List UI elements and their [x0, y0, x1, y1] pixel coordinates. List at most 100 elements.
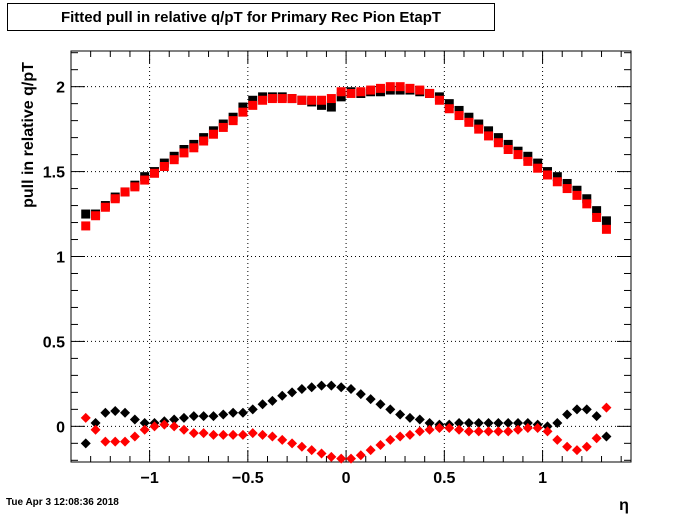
- series-3-point: [247, 404, 258, 415]
- series-2-point: [336, 87, 346, 97]
- series-3-point: [336, 382, 347, 393]
- series-4-point: [129, 431, 140, 442]
- series-4-point: [375, 440, 386, 451]
- series-3-point: [562, 409, 573, 420]
- y-axis-title: pull in relative q/pT: [20, 62, 37, 208]
- series-4-point: [424, 424, 435, 435]
- series-4-point: [463, 426, 474, 437]
- data-markers: [80, 82, 612, 464]
- series-2-point: [91, 211, 101, 221]
- series-1-point: [572, 185, 582, 195]
- series-3-point: [188, 411, 199, 422]
- series-4-point: [591, 433, 602, 444]
- x-axis-title: η: [619, 497, 629, 514]
- series-2-point: [277, 94, 287, 104]
- series-2-point: [317, 95, 327, 105]
- series-2-point: [503, 145, 513, 155]
- series-2-point: [346, 88, 356, 98]
- y-tick-label: 2: [56, 80, 65, 97]
- series-2-point: [425, 88, 435, 98]
- series-4-point: [542, 426, 553, 437]
- series-1-point: [326, 102, 336, 112]
- series-3-point: [395, 409, 406, 420]
- series-4-point: [414, 426, 425, 437]
- series-4-point: [169, 421, 180, 432]
- series-2-point: [81, 221, 91, 231]
- series-2-point: [326, 94, 336, 104]
- series-3-point: [80, 438, 91, 449]
- series-1-point: [317, 100, 327, 110]
- series-3-point: [591, 411, 602, 422]
- series-3-point: [483, 417, 494, 428]
- series-4-point: [336, 453, 347, 464]
- series-4-point: [346, 453, 356, 464]
- series-1-point: [474, 119, 484, 129]
- x-tick-label: 1: [538, 470, 547, 487]
- series-4-point: [149, 421, 160, 432]
- series-4-point: [100, 436, 111, 447]
- series-4-point: [237, 429, 248, 440]
- series-4-point: [434, 423, 445, 434]
- series-4-point: [306, 445, 317, 456]
- y-tick-label: 1: [56, 250, 65, 267]
- series-3-point: [326, 380, 337, 391]
- series-4-point: [139, 424, 150, 435]
- series-2-point: [523, 156, 533, 166]
- series-4-point: [296, 441, 307, 452]
- series-4-point: [355, 450, 366, 461]
- series-1-point: [248, 95, 258, 105]
- x-tick-label: −0.5: [232, 470, 264, 487]
- series-1-point: [592, 206, 602, 216]
- chart-title-box: Fitted pull in relative q/pT for Primary…: [7, 3, 495, 31]
- series-4-point: [267, 431, 278, 442]
- chart-title: Fitted pull in relative q/pT for Primary…: [60, 9, 442, 26]
- axis-ticks: [70, 51, 631, 462]
- series-3-point: [228, 407, 239, 418]
- series-4-point: [395, 431, 406, 442]
- series-1-point: [562, 178, 572, 188]
- series-4-point: [522, 423, 533, 434]
- series-2-point: [405, 83, 415, 93]
- series-2-point: [366, 85, 376, 95]
- series-4-point: [198, 428, 209, 439]
- series-4-point: [562, 441, 573, 452]
- series-1-point: [503, 139, 513, 149]
- series-4-point: [120, 436, 131, 447]
- series-4-point: [326, 451, 337, 462]
- series-2-point: [150, 168, 160, 178]
- series-3-point: [178, 412, 189, 423]
- series-2-point: [100, 202, 110, 212]
- series-3-point: [522, 417, 533, 428]
- series-4-point: [513, 424, 524, 435]
- series-4-point: [552, 434, 563, 445]
- series-2-point: [356, 87, 366, 97]
- series-1-point: [552, 172, 562, 182]
- series-1-point: [454, 105, 464, 115]
- series-2-point: [208, 129, 218, 139]
- series-2-point: [238, 107, 248, 117]
- series-3-point: [257, 399, 268, 410]
- series-2-point: [375, 83, 385, 93]
- series-3-point: [493, 417, 504, 428]
- series-3-point: [552, 417, 563, 428]
- series-3-point: [346, 383, 356, 394]
- series-1-point: [523, 151, 533, 161]
- series-3-point: [571, 404, 582, 415]
- series-4-point: [277, 434, 288, 445]
- series-1-point: [336, 92, 346, 102]
- series-3-point: [601, 431, 612, 442]
- series-2-point: [130, 182, 140, 192]
- series-2-point: [179, 148, 189, 158]
- series-4-point: [454, 424, 465, 435]
- series-2-point: [248, 100, 258, 110]
- series-3-point: [110, 406, 121, 417]
- series-3-point: [424, 417, 435, 428]
- series-3-point: [277, 390, 288, 401]
- grid-lines: [71, 51, 631, 462]
- series-3-point: [454, 417, 465, 428]
- series-3-point: [306, 382, 317, 393]
- series-3-point: [375, 399, 386, 410]
- series-2-point: [533, 163, 543, 173]
- series-4-point: [257, 429, 268, 440]
